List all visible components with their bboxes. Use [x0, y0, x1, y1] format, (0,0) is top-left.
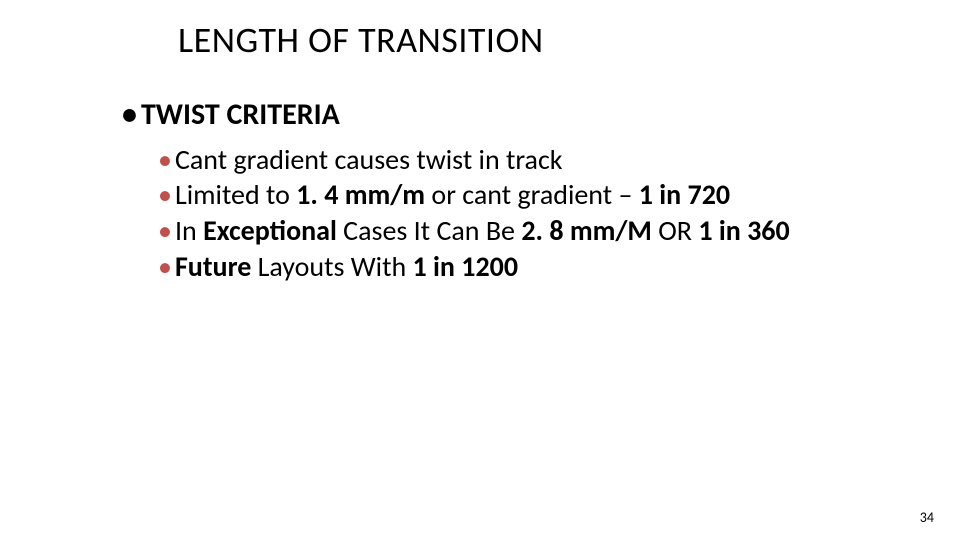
content-area: •TWIST CRITERIA •Cant gradient causes tw… [122, 96, 882, 285]
item-bold: 1 in 360 [698, 213, 789, 248]
item-mid: or cant gradient – [425, 177, 639, 212]
page-number: 34 [920, 509, 934, 526]
list-item: •In Exceptional Cases It Can Be 2. 8 mm/… [158, 213, 882, 249]
item-pre: In [175, 213, 203, 248]
slide: LENGTH OF TRANSITION •TWIST CRITERIA •Ca… [0, 0, 960, 540]
heading-text: TWIST CRITERIA [141, 96, 340, 133]
slide-title: LENGTH OF TRANSITION [178, 18, 544, 62]
item-mid: Layouts With [251, 249, 412, 284]
bullet-icon: • [158, 213, 172, 248]
item-text: Cant gradient causes twist in track [175, 142, 563, 177]
item-pre: Limited to [175, 177, 296, 212]
bullet-icon: • [122, 96, 137, 133]
item-bold: Future [175, 249, 251, 284]
item-mid: Cases It Can Be [337, 213, 521, 248]
bullet-icon: • [158, 249, 172, 284]
list-item: •Future Layouts With 1 in 1200 [158, 249, 882, 285]
bullet-icon: • [158, 177, 172, 212]
bullet-icon: • [158, 142, 172, 177]
item-bold: 2. 8 mm/M [521, 213, 652, 248]
item-bold: 1. 4 mm/m [296, 177, 425, 212]
item-bold: 1 in 1200 [413, 249, 519, 284]
item-bold: Exceptional [203, 213, 337, 248]
list-item: •Limited to 1. 4 mm/m or cant gradient –… [158, 177, 882, 213]
item-mid: OR [652, 213, 698, 248]
heading-twist-criteria: •TWIST CRITERIA [122, 96, 882, 134]
item-bold: 1 in 720 [639, 177, 730, 212]
list-item: •Cant gradient causes twist in track [158, 142, 882, 178]
